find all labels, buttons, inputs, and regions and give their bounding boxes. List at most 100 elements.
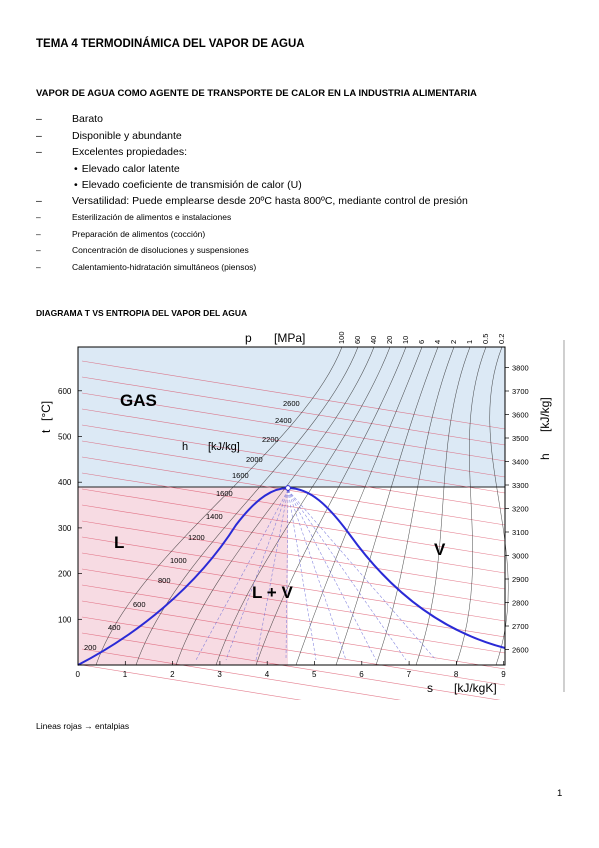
enthalpy-inner-tick-label: 2000 [246, 455, 263, 464]
enthalpy-tick-label: 3500 [512, 434, 529, 443]
quality-line [285, 489, 289, 661]
enthalpy-line [81, 488, 506, 558]
isobar-line [489, 346, 509, 666]
sub-list-item: • Elevado coeficiente de transmisión de c… [74, 178, 302, 191]
temperature-tick-label: 300 [58, 524, 72, 533]
enthalpy-tick-label: 3700 [512, 387, 529, 396]
enthalpy-line [81, 376, 506, 446]
isobar-line [95, 346, 343, 666]
list-item: – Barato [36, 113, 103, 125]
entropy-tick-label: 7 [407, 670, 412, 679]
enthalpy-line [81, 536, 506, 606]
enthalpy-unit-right: [kJ/kg] [538, 397, 552, 432]
enthalpy-tick-label: 3200 [512, 505, 529, 514]
pressure-tick-label: 2 [449, 340, 458, 344]
page-title: TEMA 4 TERMODINÁMICA DEL VAPOR DE AGUA [36, 38, 305, 50]
pressure-tick-label: 100 [337, 331, 346, 344]
temperature-tick-label: 400 [58, 478, 72, 487]
page-number: 1 [557, 788, 563, 799]
pressure-tick-label: 0.5 [481, 334, 490, 344]
pressure-tick-label: 4 [433, 340, 442, 344]
enthalpy-inner-tick-label: 200 [84, 643, 97, 652]
pressure-tick-label: 40 [369, 336, 378, 344]
enthalpy-line [81, 408, 506, 478]
critical-point [285, 485, 291, 491]
enthalpy-inner-tick-label: 2200 [262, 435, 279, 444]
enthalpy-inner-tick-label: 600 [133, 600, 146, 609]
enthalpy-line [81, 600, 506, 670]
list-item: – Versatilidad: Puede emplearse desde 20º… [36, 194, 468, 207]
pressure-tick-label: 20 [385, 336, 394, 344]
region-label-mixture: L + V [252, 583, 293, 602]
enthalpy-line [81, 392, 506, 462]
list-item: – Preparación de alimentos (cocción) [36, 228, 206, 239]
enthalpy-inner-tick-label: 2400 [275, 416, 292, 425]
enthalpy-line [81, 648, 402, 700]
entropy-tick-label: 8 [454, 670, 459, 679]
entropy-unit-label: [kJ/kgK] [454, 681, 497, 695]
region-label-vapor: V [434, 540, 446, 559]
entropy-tick-label: 3 [217, 670, 222, 679]
enthalpy-inner-tick-label: 1000 [170, 556, 187, 565]
isobar-line [375, 346, 455, 666]
section-heading: VAPOR DE AGUA COMO AGENTE DE TRANSPORTE … [36, 88, 477, 99]
enthalpy-line [81, 632, 501, 700]
list-item: – Disponible y abundante [36, 129, 182, 142]
enthalpy-line [81, 584, 506, 654]
isobar-line [455, 346, 487, 666]
gas-region [78, 347, 505, 487]
quality-line [225, 489, 289, 661]
pressure-tick-label: 60 [353, 336, 362, 344]
pressure-tick-label: 1 [465, 340, 474, 344]
isobar-line [215, 346, 391, 666]
enthalpy-tick-label: 3600 [512, 411, 529, 420]
enthalpy-tick-label: 3800 [512, 364, 529, 373]
entropy-tick-label: 9 [501, 670, 506, 679]
entropy-tick-label: 2 [170, 670, 175, 679]
enthalpy-line [81, 504, 506, 574]
list-item: – Concentración de disoluciones y suspens… [36, 245, 249, 255]
quality-line [195, 489, 289, 661]
temperature-tick-label: 500 [58, 433, 72, 442]
entropy-tick-label: 0 [76, 670, 81, 679]
enthalpy-tick-label: 3400 [512, 458, 529, 467]
enthalpy-line [81, 456, 506, 526]
enthalpy-tick-label: 2800 [512, 599, 529, 608]
plot-frame [77, 346, 506, 666]
enthalpy-line [81, 664, 302, 700]
temperature-axis-label: t [39, 429, 53, 433]
pressure-tick-label: 10 [401, 336, 410, 344]
pressure-unit-label: [MPa] [274, 331, 305, 345]
enthalpy-axis-right: h [538, 453, 552, 460]
temperature-tick-label: 100 [58, 615, 72, 624]
enthalpy-tick-label: 3100 [512, 528, 529, 537]
enthalpy-tick-label: 2600 [512, 646, 529, 655]
pressure-tick-label: 0.2 [497, 334, 506, 344]
enthalpy-inner-tick-label: 1400 [206, 512, 223, 521]
isobar-line [295, 346, 423, 666]
ts-diagram: 100 60 40 20 10 6 4 2 1 0.5 0.2 100 200 300 400 500 600 0… [39, 331, 565, 700]
entropy-tick-label: 6 [359, 670, 364, 679]
enthalpy-tick-label: 2700 [512, 622, 529, 631]
enthalpy-tick-label: 3000 [512, 552, 529, 561]
temperature-unit-label: [°C] [39, 401, 53, 421]
enthalpy-inner-unit: [kJ/kg] [208, 441, 240, 453]
list-item: – Calentamiento-hidratación simultáneos (… [36, 261, 257, 272]
region-label-gas: GAS [120, 391, 157, 410]
enthalpy-inner-tick-label: 2600 [283, 399, 300, 408]
isobar-line [135, 346, 359, 666]
isobar-line [415, 346, 471, 666]
diagram-caption: Lineas rojas → entalpias [36, 721, 130, 731]
enthalpy-tick-label: 3300 [512, 481, 529, 490]
enthalpy-inner-label: h [182, 441, 188, 453]
bullet-icon: • [74, 162, 78, 175]
region-label-liquid: L [114, 533, 124, 552]
enthalpy-line [81, 440, 506, 510]
enthalpy-line [81, 552, 506, 622]
entropy-tick-label: 1 [123, 670, 128, 679]
enthalpy-line [81, 520, 506, 590]
temperature-tick-label: 600 [58, 387, 72, 396]
pressure-axis-label: p [245, 331, 252, 345]
quality-line [287, 489, 377, 661]
pressure-tick-label: 6 [417, 340, 426, 344]
